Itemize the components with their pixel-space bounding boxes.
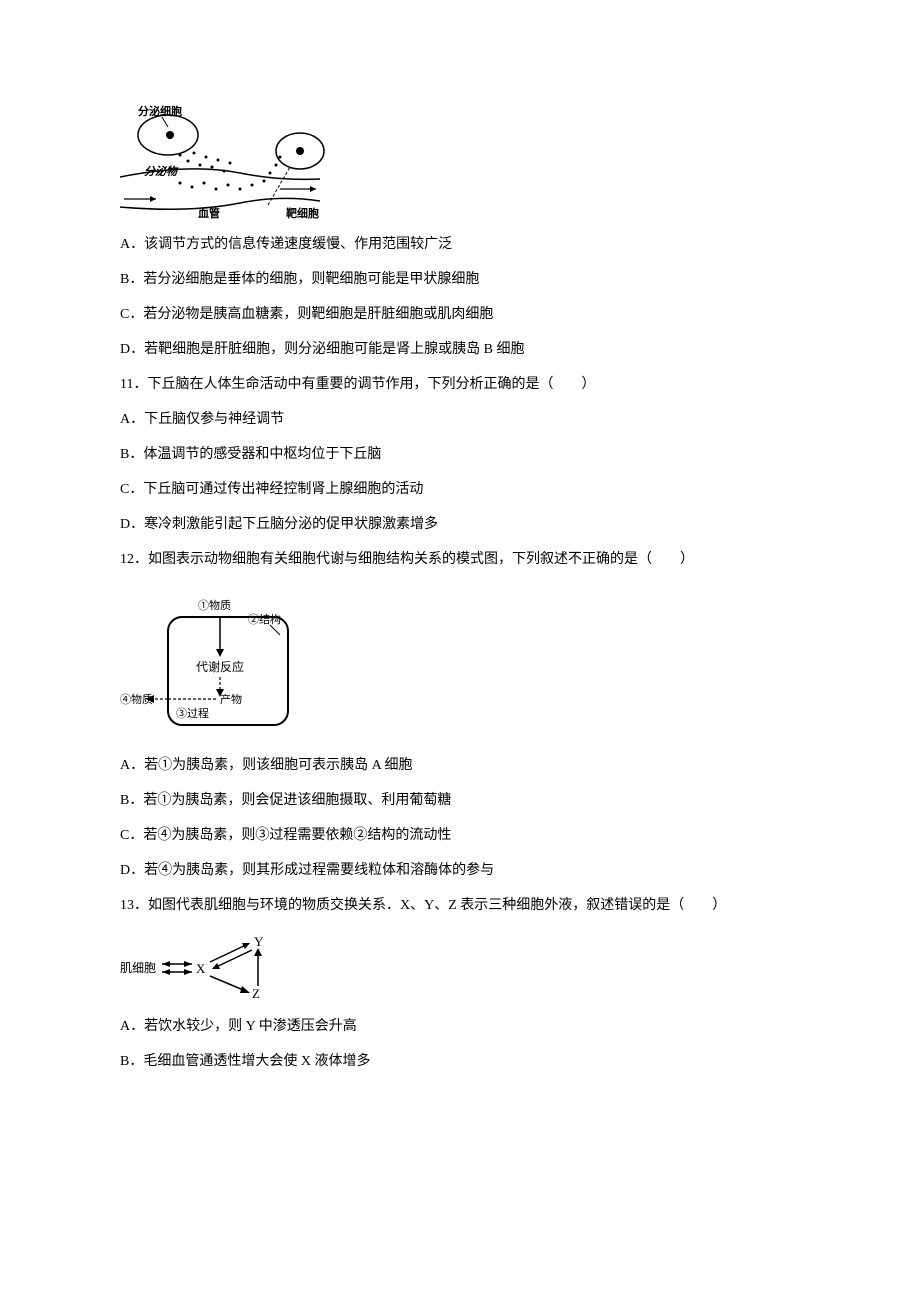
label-vessel: 血管 (198, 206, 220, 220)
label-muscle-cell: 肌细胞 (120, 961, 156, 975)
q12-stem: 12．如图表示动物细胞有关细胞代谢与细胞结构关系的模式图，下列叙述不正确的是（ … (120, 549, 800, 570)
q11-option-c: C．下丘脑可通过传出神经控制肾上腺细胞的活动 (120, 479, 800, 500)
label-substance1: ①物质 (198, 598, 231, 612)
q13-option-a: A．若饮水较少，则 Y 中渗透压会升高 (120, 1016, 800, 1037)
label-process3: ③过程 (176, 707, 209, 720)
label-target-cell: 靶细胞 (286, 206, 319, 220)
label-secretion: 分泌物 (144, 165, 179, 178)
label-substance4: ④物质 (120, 692, 153, 706)
q13-option-b: B．毛细血管通透性增大会使 X 液体增多 (120, 1051, 800, 1072)
label-Y: Y (254, 934, 264, 949)
q12-option-a: A．若①为胰岛素，则该细胞可表示胰岛 A 细胞 (120, 755, 800, 776)
label-X: X (196, 961, 206, 976)
label-structure2: ②结构 (248, 612, 281, 626)
label-Z: Z (252, 986, 260, 1001)
q11-option-d: D．寒冷刺激能引起下丘脑分泌的促甲状腺激素增多 (120, 514, 800, 535)
diagram-muscle-xyz: 肌细胞 X Y Z (120, 934, 800, 1002)
q11-option-a: A．下丘脑仅参与神经调节 (120, 409, 800, 430)
label-secretory-cell: 分泌细胞 (138, 105, 182, 118)
q10-option-b: B．若分泌细胞是垂体的细胞，则靶细胞可能是甲状腺细胞 (120, 269, 800, 290)
q11-option-b: B．体温调节的感受器和中枢均位于下丘脑 (120, 444, 800, 465)
label-metabolism: 代谢反应 (196, 659, 244, 674)
q12-option-b: B．若①为胰岛素，则会促进该细胞摄取、利用葡萄糖 (120, 790, 800, 811)
q11-stem: 11．下丘脑在人体生命活动中有重要的调节作用，下列分析正确的是（ ） (120, 374, 800, 395)
q12-option-c: C．若④为胰岛素，则③过程需要依赖②结构的流动性 (120, 825, 800, 846)
q10-option-a: A．该调节方式的信息传递速度缓慢、作用范围较广泛 (120, 234, 800, 255)
q12-option-d: D．若④为胰岛素，则其形成过程需要线粒体和溶酶体的参与 (120, 860, 800, 881)
q10-option-d: D．若靶细胞是肝脏细胞，则分泌细胞可能是肾上腺或胰岛 B 细胞 (120, 339, 800, 360)
diagram-secretory-cell: 分泌细胞 分泌物 血管 靶细胞 (120, 105, 800, 220)
q13-stem: 13．如图代表肌细胞与环境的物质交换关系．X、Y、Z 表示三种细胞外液，叙述错误… (120, 895, 800, 916)
diagram-metabolism: ①物质 ②结构 代谢反应 产物 ③过程 ④物质 (120, 595, 800, 735)
q10-option-c: C．若分泌物是胰高血糖素，则靶细胞是肝脏细胞或肌肉细胞 (120, 304, 800, 325)
label-product: 产物 (220, 692, 242, 706)
